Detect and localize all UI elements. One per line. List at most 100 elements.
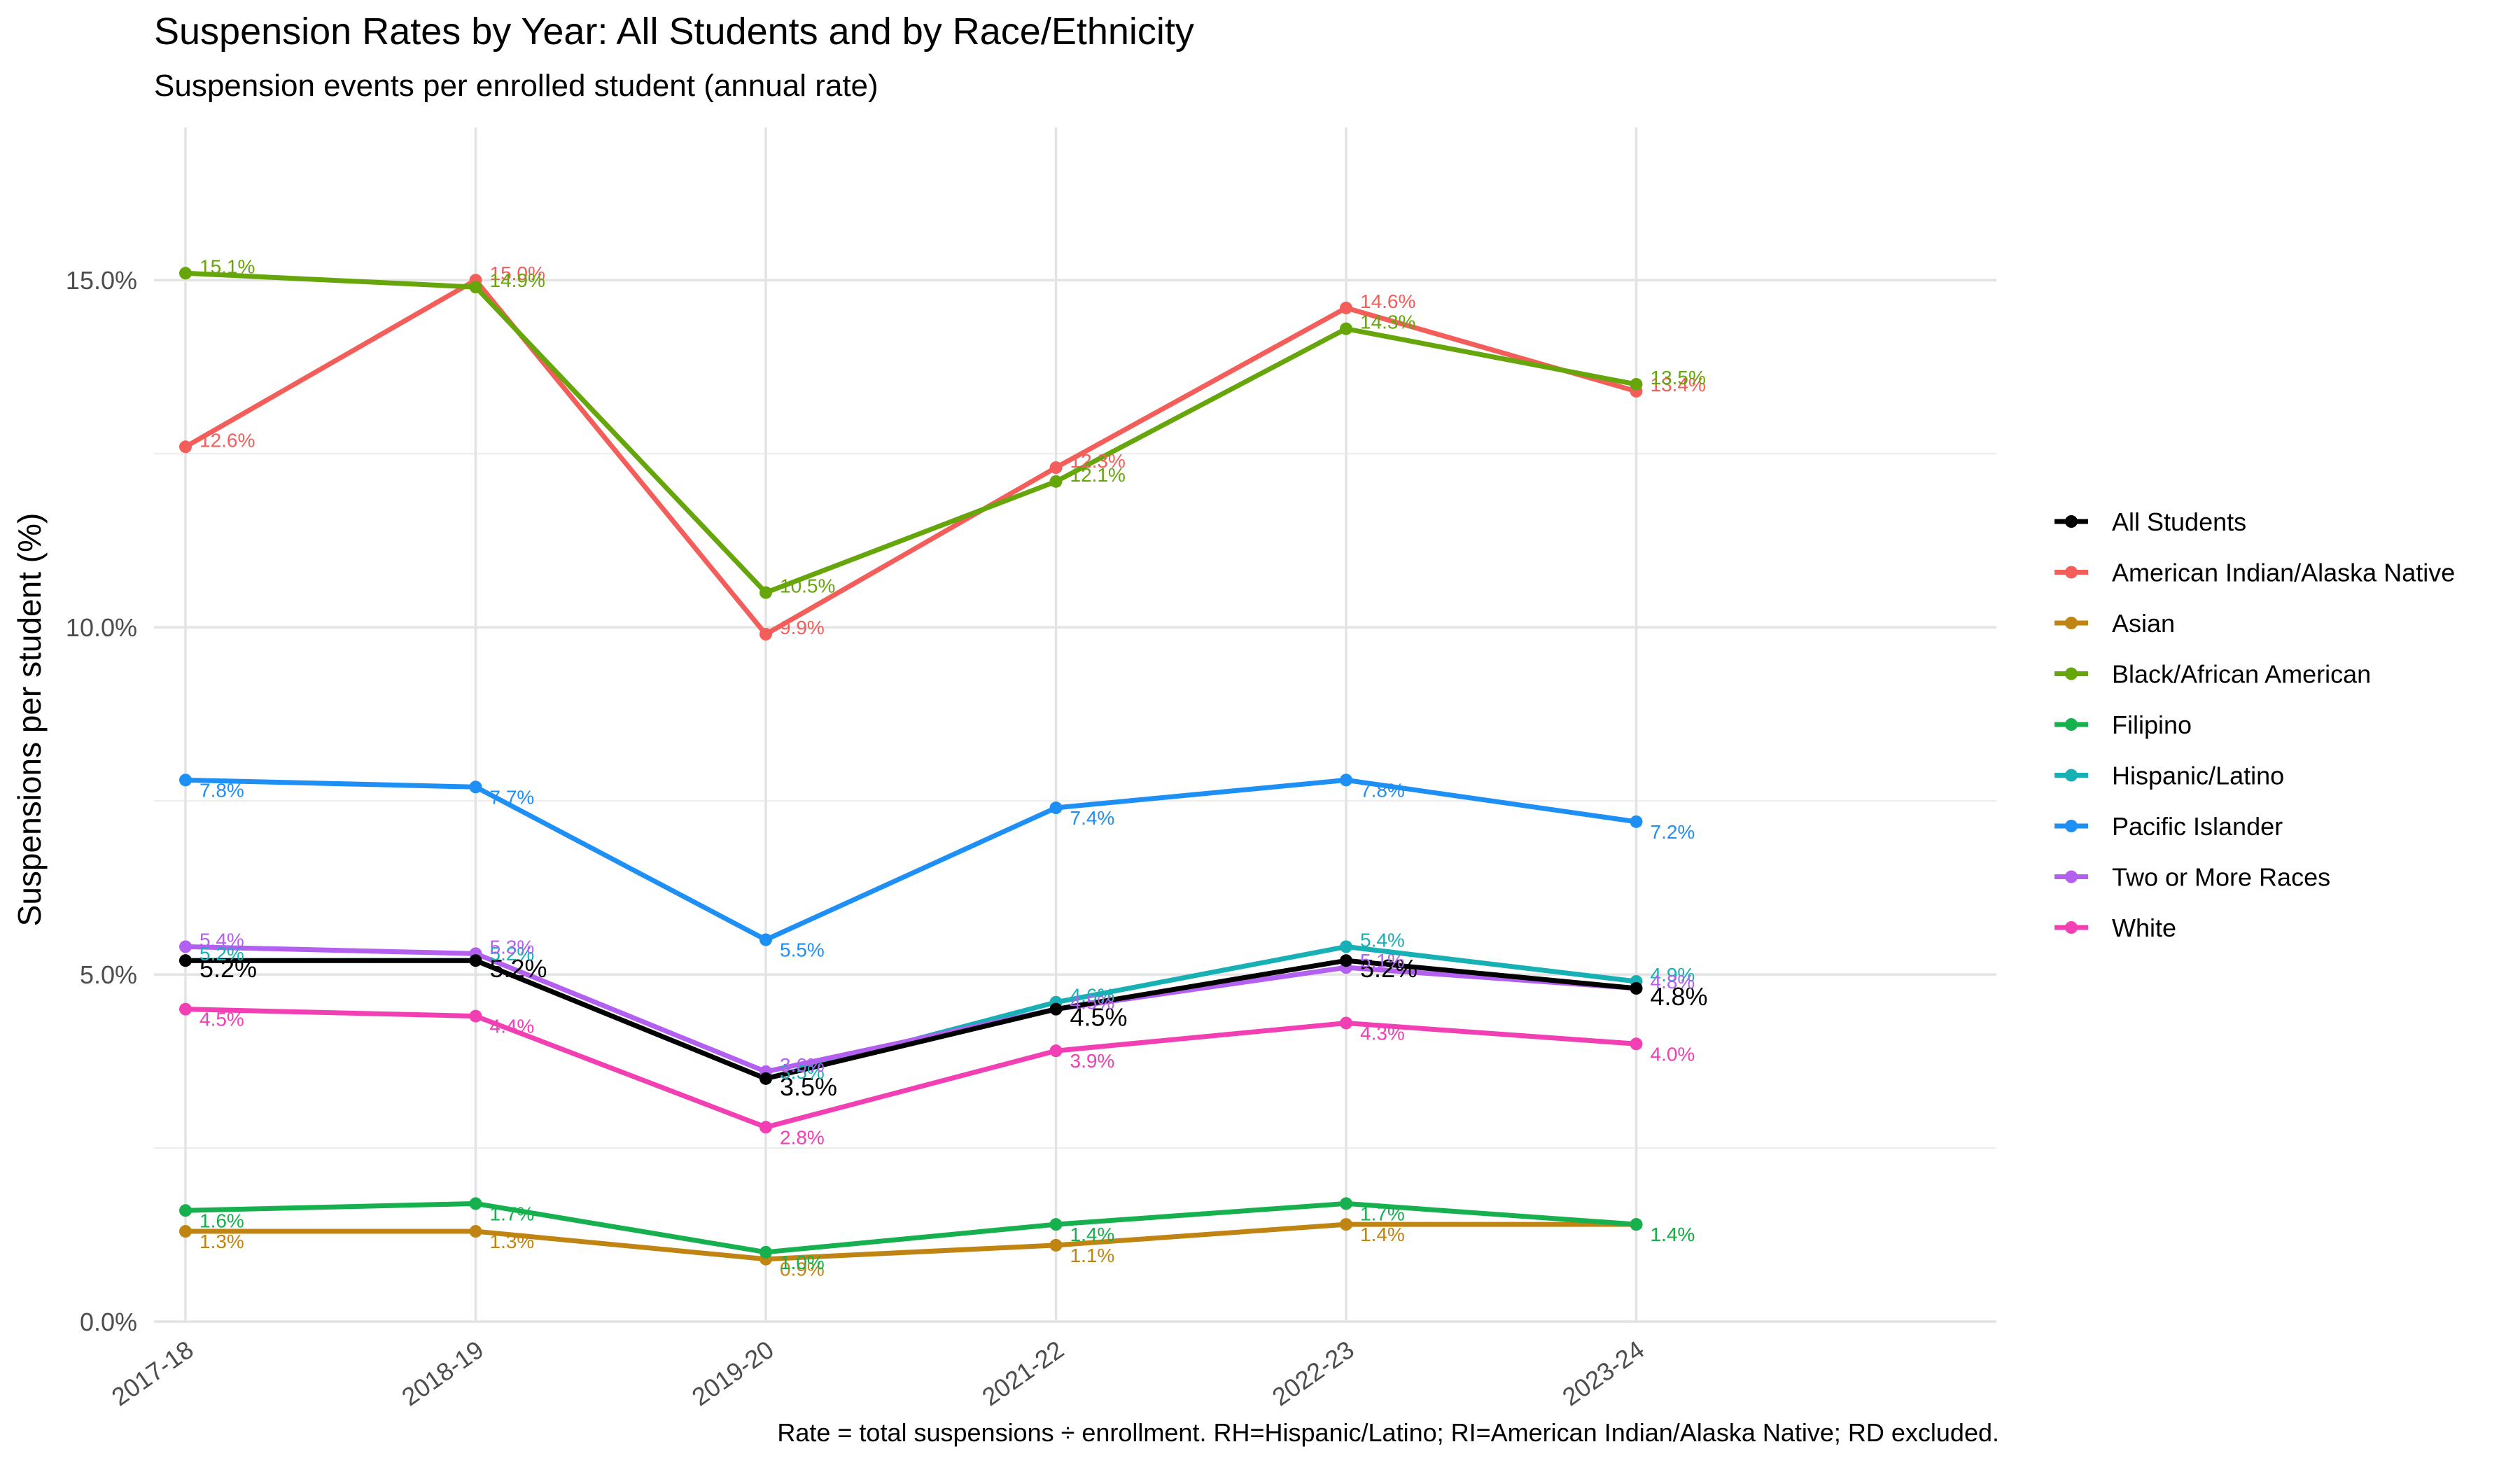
legend-marker xyxy=(2065,718,2078,731)
data-label: 4.3% xyxy=(1360,1023,1405,1044)
legend-marker xyxy=(2065,820,2078,832)
data-label: 5.2% xyxy=(200,954,257,983)
data-label: 1.6% xyxy=(200,1210,244,1231)
series-line-filipino xyxy=(183,1200,1639,1255)
legend-marker xyxy=(2065,515,2078,528)
series-line-two-or-more-races xyxy=(183,944,1639,1074)
legend-marker xyxy=(2065,921,2078,934)
legend-item-white: White xyxy=(2054,913,2176,942)
data-label: 14.6% xyxy=(1360,290,1415,312)
legend-label: Hispanic/Latino xyxy=(2112,762,2284,790)
data-label: 1.3% xyxy=(200,1231,244,1252)
chart-caption: Rate = total suspensions ÷ enrollment. R… xyxy=(777,1418,1999,1447)
data-label: 0.9% xyxy=(780,1259,825,1280)
legend-label: American Indian/Alaska Native xyxy=(2112,559,2455,587)
data-point xyxy=(179,1002,192,1016)
data-point xyxy=(179,774,192,787)
legend-item-pacific-islander: Pacific Islander xyxy=(2054,812,2283,841)
data-labels: 5.2% 5.2%3.5%4.5%5.2%4.8%12.6%15.0%9.9%12… xyxy=(200,255,1708,1280)
data-label: 4.5% xyxy=(200,1009,244,1030)
data-label: 3.6% xyxy=(780,1054,825,1076)
legend-item-asian: Asian xyxy=(2054,609,2175,638)
data-label: 14.9% xyxy=(490,270,545,291)
data-point xyxy=(179,1225,192,1238)
legend-item-filipino: Filipino xyxy=(2054,710,2192,739)
series-line-all-students xyxy=(183,958,1639,1082)
data-point xyxy=(179,940,192,953)
data-point xyxy=(760,1121,772,1134)
data-point xyxy=(760,628,772,641)
data-point xyxy=(1049,461,1063,475)
data-label: 5.2% xyxy=(200,943,244,965)
data-label: 9.9% xyxy=(780,617,825,638)
data-label: 10.5% xyxy=(780,575,835,597)
data-label: 7.8% xyxy=(1360,779,1405,801)
legend: All Students American Indian/Alaska Nativ… xyxy=(2054,507,2455,942)
data-label: 4.0% xyxy=(1651,1043,1695,1065)
data-label: 14.3% xyxy=(1360,312,1415,333)
y-axis-title: Suspensions per student (%) xyxy=(11,513,48,927)
x-tick-label: 2019-20 xyxy=(687,1335,779,1411)
data-label: 4.8% xyxy=(1651,971,1695,993)
legend-label: Filipino xyxy=(2112,710,2192,739)
legend-label: All Students xyxy=(2112,507,2246,536)
data-point xyxy=(760,1072,772,1085)
data-point xyxy=(1049,802,1063,815)
data-point xyxy=(1340,940,1352,953)
legend-label: Black/African American xyxy=(2112,660,2371,689)
data-label: 5.5% xyxy=(780,939,825,960)
data-point xyxy=(469,1225,482,1238)
x-tick-label: 2023-24 xyxy=(1557,1335,1649,1411)
x-tick-label: 2018-19 xyxy=(396,1335,489,1411)
series-lines xyxy=(183,270,1639,1262)
x-tick-label: 2017-18 xyxy=(106,1335,199,1411)
data-label: 15.1% xyxy=(200,255,255,277)
data-label: 5.4% xyxy=(200,929,244,951)
grid-layer xyxy=(154,127,1996,1323)
data-label: 5.3% xyxy=(490,936,535,958)
y-tick-label: 5.0% xyxy=(80,960,137,989)
data-point xyxy=(179,267,192,280)
data-label: 12.3% xyxy=(1070,450,1126,472)
data-point xyxy=(1630,981,1643,995)
data-point xyxy=(1630,1037,1643,1051)
data-label: 1.0% xyxy=(780,1252,825,1273)
legend-item-american-indian-alaska-native: American Indian/Alaska Native xyxy=(2054,559,2455,587)
data-label: 4.9% xyxy=(1651,964,1695,986)
data-point xyxy=(760,933,772,946)
legend-marker xyxy=(2065,667,2078,680)
data-label: 4.5% xyxy=(1070,1003,1128,1032)
data-label: 1.3% xyxy=(490,1231,535,1252)
series-points xyxy=(179,267,1643,1266)
data-point xyxy=(1340,301,1352,314)
data-point xyxy=(1630,815,1643,828)
series-line-black-african-american xyxy=(183,270,1639,596)
series-line-white xyxy=(183,1007,1639,1130)
legend-marker xyxy=(2065,566,2078,579)
data-point xyxy=(179,1204,192,1217)
data-label: 13.4% xyxy=(1651,374,1706,396)
data-point xyxy=(469,780,482,794)
data-point xyxy=(469,954,482,967)
data-point xyxy=(1630,1218,1643,1231)
chart-title: Suspension Rates by Year: All Students a… xyxy=(154,10,1194,52)
data-label: 5.1% xyxy=(1360,950,1405,972)
x-tick-label: 2022-23 xyxy=(1267,1335,1359,1411)
data-label: 3.5% xyxy=(780,1072,837,1101)
data-label: 4.5% xyxy=(1070,992,1115,1014)
legend-marker xyxy=(2065,769,2078,782)
data-point xyxy=(760,586,772,599)
axes: 0.0% 5.0% 10.0% 15.0% 2017-18 2018-19 2019-20 2… xyxy=(66,266,1649,1411)
series-line-asian xyxy=(183,1222,1639,1262)
data-point xyxy=(469,1197,482,1210)
data-label: 13.5% xyxy=(1651,367,1706,388)
data-point xyxy=(469,1009,482,1023)
legend-item-two-or-more-races: Two or More Races xyxy=(2054,863,2330,892)
data-label: 1.4% xyxy=(1360,1224,1405,1245)
data-point xyxy=(1340,774,1352,787)
data-point xyxy=(1049,1044,1063,1058)
data-label: 12.1% xyxy=(1070,464,1126,486)
legend-item-hispanic-latino: Hispanic/Latino xyxy=(2054,762,2284,790)
data-point xyxy=(469,281,482,294)
data-label: 1.4% xyxy=(1651,1224,1695,1245)
